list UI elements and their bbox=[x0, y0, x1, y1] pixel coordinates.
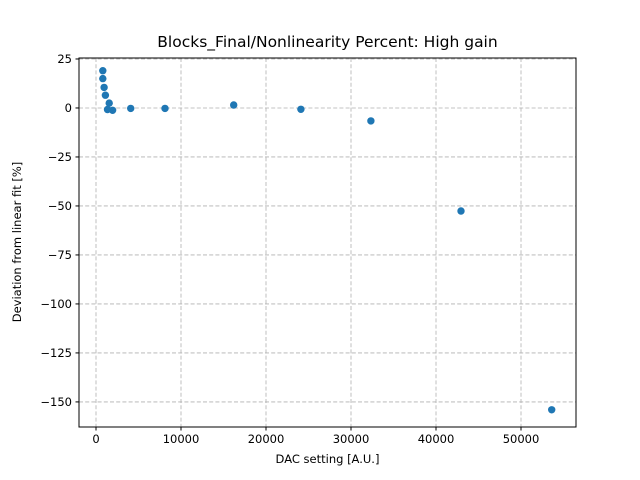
x-tick-label: 20000 bbox=[248, 432, 285, 446]
y-tick-label: −25 bbox=[48, 150, 72, 164]
x-tick-label: 0 bbox=[92, 432, 99, 446]
data-point bbox=[367, 117, 375, 125]
data-point bbox=[548, 406, 556, 414]
x-tick-label: 50000 bbox=[503, 432, 540, 446]
data-point bbox=[297, 105, 305, 114]
data-point bbox=[105, 99, 113, 107]
y-tick-label: −100 bbox=[40, 297, 72, 311]
y-tick-label: 25 bbox=[57, 52, 72, 66]
x-tick-label: 10000 bbox=[163, 432, 200, 446]
x-tick-label: 30000 bbox=[333, 432, 370, 446]
data-point bbox=[230, 101, 238, 109]
data-point bbox=[101, 91, 110, 99]
x-tick-label: 40000 bbox=[418, 432, 455, 446]
y-tick-label: −50 bbox=[48, 199, 72, 213]
x-axis-label: DAC setting [A.U.] bbox=[275, 452, 380, 466]
data-point bbox=[127, 104, 135, 113]
data-point bbox=[99, 67, 107, 75]
y-axis-label-text: Deviation from linear fit [%] bbox=[10, 161, 24, 323]
data-point bbox=[99, 74, 107, 83]
data-point bbox=[457, 207, 465, 215]
data-point bbox=[108, 106, 117, 115]
chart-title: Blocks_Final/Nonlinearity Percent: High … bbox=[157, 33, 498, 51]
data-point bbox=[161, 104, 169, 113]
y-tick-label: −150 bbox=[40, 395, 72, 409]
y-tick-label: −125 bbox=[40, 346, 72, 360]
data-point bbox=[100, 83, 108, 92]
plot-frame bbox=[78, 57, 577, 428]
y-tick-label: −75 bbox=[48, 248, 72, 262]
y-tick-label: 0 bbox=[65, 101, 72, 115]
